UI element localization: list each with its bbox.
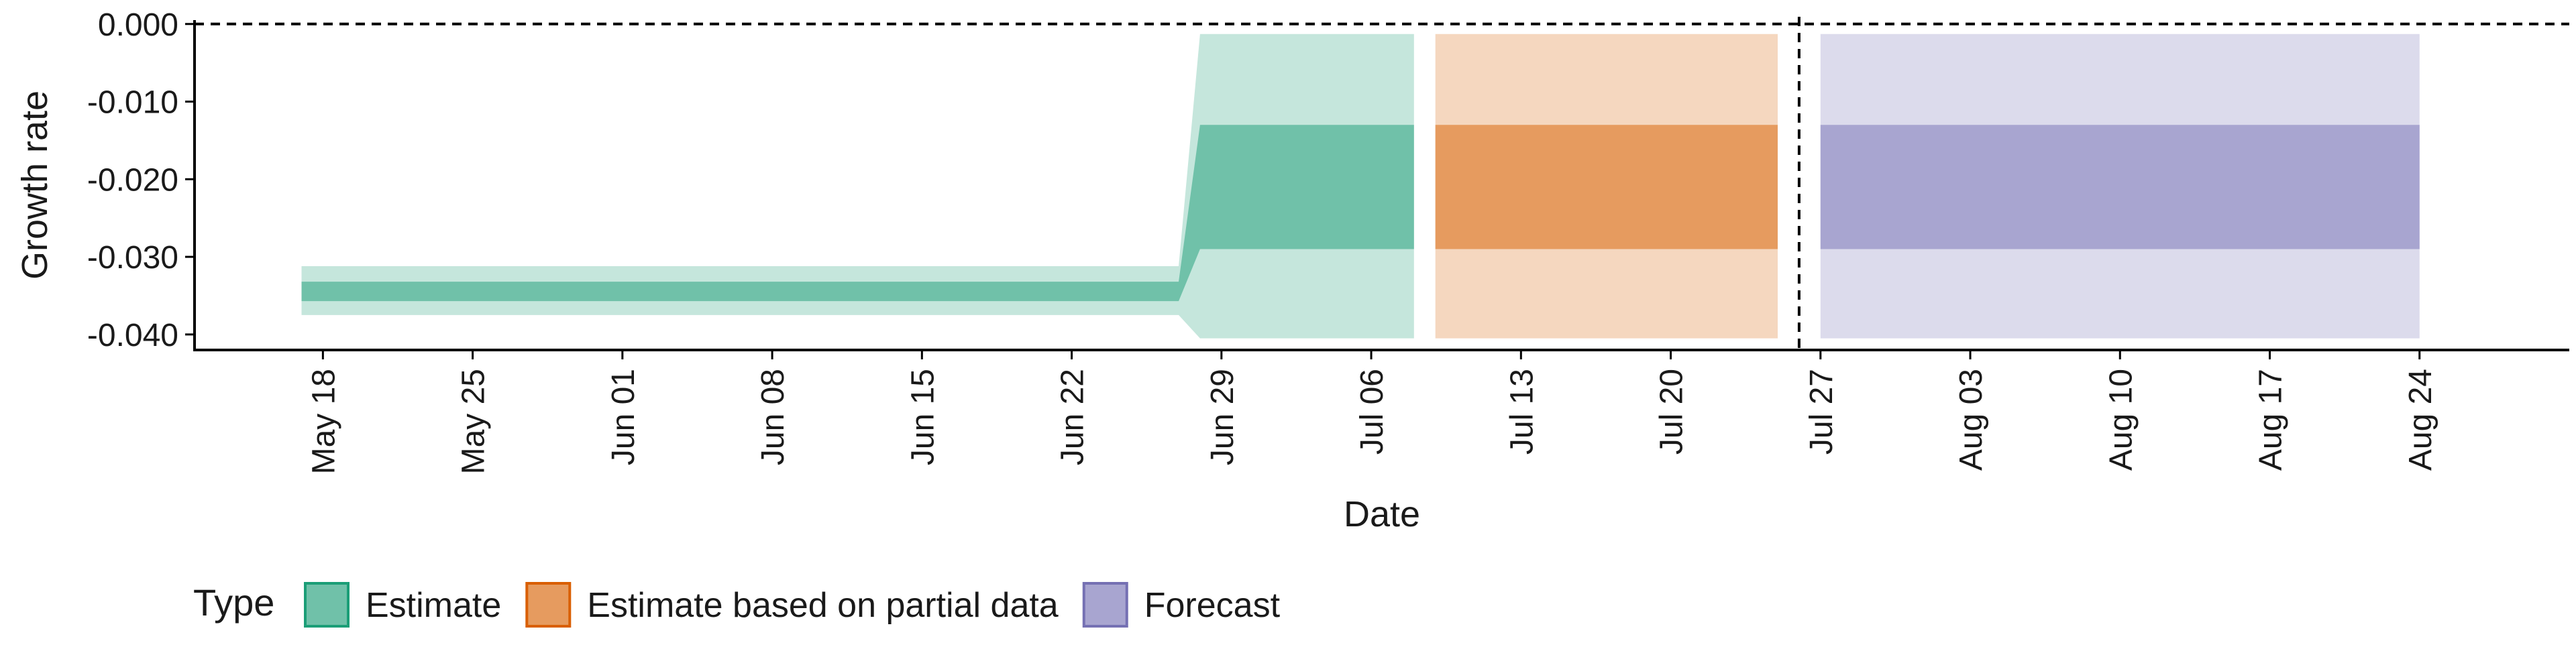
forecast-inner-band — [1820, 125, 2420, 249]
x-tick-label: Jul 27 — [1804, 369, 1839, 455]
y-tick-label: -0.030 — [87, 240, 178, 276]
x-tick-label: May 25 — [456, 369, 492, 474]
y-axis-title: Growth rate — [15, 91, 55, 280]
legend-label: Forecast — [1144, 586, 1281, 625]
y-tick-label: 0.000 — [98, 7, 178, 43]
axes: Growth rate Date 0.000 -0.010 -0.020 -0.030… — [15, 7, 2569, 534]
interval-bands — [301, 34, 2420, 339]
x-tick-label: Jun 01 — [606, 369, 641, 465]
x-tick-label: Jun 29 — [1205, 369, 1240, 465]
x-tick-label: Jul 20 — [1654, 369, 1690, 455]
legend-key — [1082, 582, 1128, 628]
estimate-based-on-partial-data-inner-band — [1435, 125, 1778, 249]
estimate-outer-band — [301, 34, 1414, 339]
x-tick-label: Aug 17 — [2253, 369, 2289, 471]
x-tick-label: Aug 24 — [2403, 369, 2438, 471]
x-tick-label: Aug 03 — [1953, 369, 1989, 471]
x-tick-label: May 18 — [306, 369, 341, 474]
y-tick-label: -0.010 — [87, 85, 178, 121]
x-tick-label: Jun 15 — [905, 369, 941, 465]
legend-key — [304, 582, 350, 628]
legend-title: Type — [193, 581, 274, 624]
y-tick-label: -0.040 — [87, 318, 178, 353]
reference-lines — [195, 17, 2569, 350]
legend-label: Estimate based on partial data — [587, 586, 1059, 625]
x-tick-label: Aug 10 — [2103, 369, 2139, 471]
legend-label: Estimate — [366, 586, 501, 625]
estimate-inner-band — [301, 125, 1414, 302]
y-tick-label: -0.020 — [87, 162, 178, 198]
x-axis-title: Date — [1344, 494, 1420, 534]
x-tick-label: Jun 08 — [755, 369, 791, 465]
legend-key — [525, 582, 572, 628]
x-tick-label: Jun 22 — [1055, 369, 1091, 465]
x-tick-label: Jul 06 — [1354, 369, 1390, 455]
x-tick-label: Jul 13 — [1504, 369, 1540, 455]
legend: Type Estimate Estimate based on partial d… — [193, 581, 1281, 628]
